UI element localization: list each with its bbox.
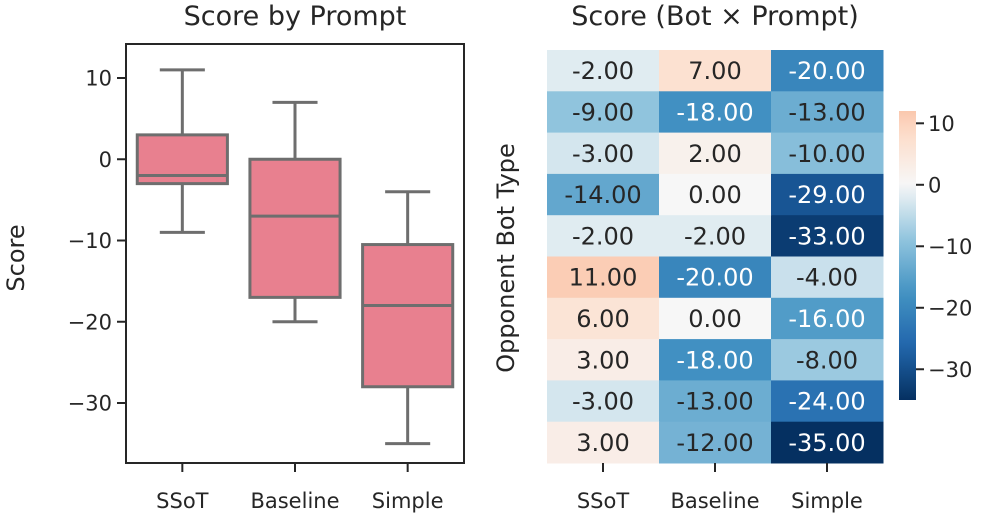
heatmap-cell: [659, 132, 772, 175]
heatmap-cell: [659, 339, 772, 381]
heatmap-cell: [547, 297, 660, 340]
heatmap-cell: [659, 380, 772, 423]
heatmap-cell: [547, 380, 660, 423]
colorbar-tick-label: −20: [928, 296, 972, 320]
boxplot-y-axis: 10 0 −10 −20 −30: [68, 67, 126, 416]
colorbar-tick-label: −10: [928, 235, 972, 259]
heatmap-cell-label: -14.00: [564, 181, 641, 209]
box-iqr: [248, 157, 342, 299]
heatmap-cell: [547, 173, 660, 216]
box-simple: [361, 190, 455, 446]
heatmap-cell-label: -9.00: [572, 98, 634, 126]
heatmap-cell-label: 3.00: [576, 346, 629, 374]
heatmap-cell-label: -13.00: [676, 388, 753, 416]
heatmap-cell: [547, 339, 660, 381]
box-ssot: [135, 68, 229, 234]
heatmap-cell-label: -16.00: [788, 305, 865, 333]
heatmap-cell: [659, 50, 772, 92]
heatmap-cell-label: -29.00: [788, 181, 865, 209]
heatmap-cell: [547, 91, 660, 134]
heatmap-cell: [771, 132, 884, 175]
heatmap-cell: [771, 50, 884, 92]
heatmap-cell-label: -10.00: [788, 140, 865, 168]
heatmap-cell-label: 6.00: [576, 305, 629, 333]
heatmap-cell-label: -3.00: [572, 388, 634, 416]
heatmap-cell-label: 7.00: [688, 57, 741, 85]
x-tick-label: Baseline: [250, 489, 339, 513]
y-tick-label: −20: [68, 310, 112, 334]
boxplot-area: [135, 68, 455, 446]
x-tick-label: Baseline: [670, 489, 759, 513]
heatmap-cell-label: -13.00: [788, 98, 865, 126]
heatmap-cell: [659, 173, 772, 216]
box-baseline: [248, 100, 342, 324]
heatmap-cell: [547, 421, 660, 464]
x-tick-label: SSoT: [577, 489, 630, 513]
heatmap-cell-label: -8.00: [796, 346, 858, 374]
heatmap-cell-label: -18.00: [676, 98, 753, 126]
heatmap-cell-label: -2.00: [684, 222, 746, 250]
colorbar-tick-label: −30: [928, 358, 972, 382]
boxplot-ylabel: Score: [2, 224, 30, 291]
heatmap-cell-label: -33.00: [788, 222, 865, 250]
heatmap-cell: [659, 421, 772, 464]
heatmap-cell-label: 2.00: [688, 140, 741, 168]
heatmap-cell: [547, 215, 660, 257]
y-tick-label: −10: [68, 229, 112, 253]
y-tick-label: −30: [68, 392, 112, 416]
heatmap-cell: [659, 91, 772, 134]
box-iqr: [361, 243, 455, 389]
heatmap-cell-label: 0.00: [688, 305, 741, 333]
x-tick-label: SSoT: [156, 489, 209, 513]
heatmap-cell: [547, 132, 660, 175]
heatmap-cell: [771, 421, 884, 464]
heatmap-cell: [771, 91, 884, 134]
heatmap-cell-label: -35.00: [788, 429, 865, 457]
heatmap-cell: [771, 256, 884, 299]
heatmap-cell-label: -20.00: [676, 264, 753, 292]
heatmap-cell: [547, 256, 660, 299]
heatmap-cell-label: -20.00: [788, 57, 865, 85]
heatmap-title: Score (Bot × Prompt): [571, 1, 859, 32]
heatmap-cell: [771, 215, 884, 257]
heatmap-x-axis: SSoT Baseline Simple: [577, 463, 863, 513]
colorbar: [899, 111, 916, 400]
heatmap-cell: [659, 215, 772, 257]
heatmap-cell-label: -24.00: [788, 388, 865, 416]
colorbar-tick-label: 0: [928, 173, 941, 197]
boxplot-title: Score by Prompt: [184, 1, 407, 32]
y-tick-label: 0: [99, 148, 112, 172]
heatmap-cell: [771, 380, 884, 423]
heatmap-ylabel: Opponent Bot Type: [492, 143, 520, 373]
heatmap-cell-label: -2.00: [572, 57, 634, 85]
heatmap-cells: -2.00 7.00 -20.00 -9.00 -18.00 -13.00 -3.00 2.0…: [547, 50, 884, 464]
colorbar-tick-label: 10: [928, 112, 955, 136]
heatmap-cell: [547, 50, 660, 92]
heatmap-cell-label: -12.00: [676, 429, 753, 457]
heatmap-cell-label: 0.00: [688, 181, 741, 209]
heatmap-cell-label: 3.00: [576, 429, 629, 457]
heatmap-cell-label: -18.00: [676, 346, 753, 374]
heatmap-cell: [771, 297, 884, 340]
heatmap-cell: [771, 173, 884, 216]
boxplot-x-axis: SSoT Baseline Simple: [156, 463, 444, 513]
heatmap-cell-label: -4.00: [796, 264, 858, 292]
y-tick-label: 10: [85, 67, 112, 91]
heatmap-cell-label: -2.00: [572, 222, 634, 250]
heatmap-cell: [659, 256, 772, 299]
heatmap-cell: [659, 297, 772, 340]
x-tick-label: Simple: [372, 489, 444, 513]
x-tick-label: Simple: [791, 489, 863, 513]
heatmap-cell-label: -3.00: [572, 140, 634, 168]
heatmap-cell: [771, 339, 884, 381]
colorbar-axis: 10 0 −10 −20 −30: [916, 112, 972, 382]
heatmap-cell-label: 11.00: [569, 264, 638, 292]
